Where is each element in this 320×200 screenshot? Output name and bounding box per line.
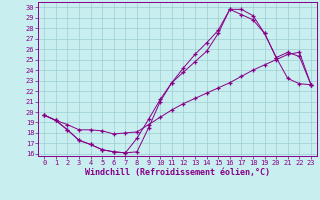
X-axis label: Windchill (Refroidissement éolien,°C): Windchill (Refroidissement éolien,°C) [85, 168, 270, 177]
